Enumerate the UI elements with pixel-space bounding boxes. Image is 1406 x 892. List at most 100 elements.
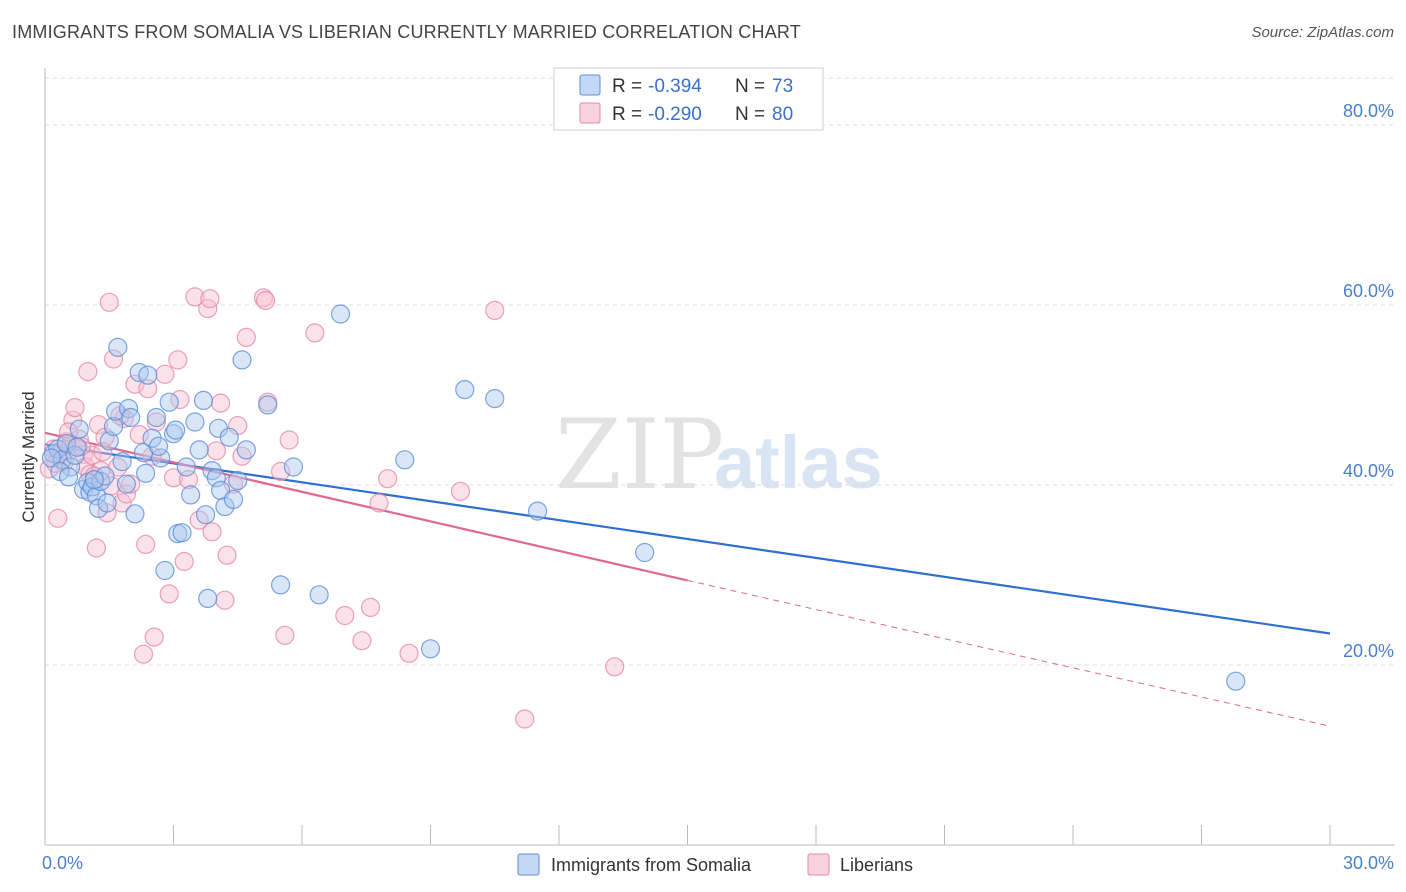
somalia-point: [527, 501, 548, 521]
y-axis-label: Currently Married: [19, 391, 38, 522]
somalia-point: [151, 448, 171, 468]
somalia-point: [112, 452, 132, 472]
y-tick-label: 40.0%: [1343, 461, 1394, 481]
legend-n-value-liberia: 80: [772, 104, 793, 125]
legend-n-label-liberia: N =: [735, 104, 765, 125]
liberia-point: [270, 461, 291, 482]
somalia-point: [99, 431, 119, 451]
liberia-point: [144, 627, 164, 647]
somalia-point: [172, 523, 192, 543]
legend-r-value-somalia: -0.394: [648, 76, 702, 97]
liberia-point: [217, 545, 237, 565]
grid-lines: [45, 77, 1395, 666]
somalia-point: [181, 485, 201, 505]
bottom-legend-label-liberia: Liberians: [840, 855, 913, 875]
liberia-point: [93, 442, 113, 462]
liberia-point: [279, 430, 299, 450]
liberia-point: [103, 349, 124, 369]
liberia-point: [159, 584, 179, 604]
somalia-point: [155, 560, 175, 581]
somalia-point: [283, 457, 304, 477]
liberia-point: [360, 597, 381, 618]
somalia-point: [196, 505, 216, 525]
liberia-point: [450, 481, 471, 501]
liberia-point: [174, 551, 194, 572]
somalia-point: [485, 389, 505, 409]
liberia-point: [189, 510, 209, 530]
somalia-point: [176, 457, 196, 477]
liberia-point: [69, 429, 89, 449]
liberia-point: [78, 362, 98, 382]
y-tick-labels: 20.0% 40.0% 60.0% 80.0%: [1343, 101, 1394, 661]
stats-legend: R = -0.394 N = 73 R = -0.290 N = 80: [553, 67, 824, 131]
somalia-point: [146, 407, 166, 428]
data-points: [39, 287, 1246, 729]
liberia-point: [378, 469, 398, 489]
somalia-point: [1226, 671, 1246, 691]
somalia-point: [185, 412, 205, 432]
legend-r-label-somalia: R =: [612, 76, 642, 97]
liberia-point: [133, 644, 154, 664]
liberia-point: [116, 484, 136, 504]
somalia-point: [65, 445, 85, 465]
liberia-point: [399, 643, 419, 663]
y-tick-label: 80.0%: [1343, 101, 1394, 121]
liberia-point: [211, 393, 231, 413]
legend-r-value-liberia: -0.290: [648, 104, 702, 125]
somalia-point: [108, 337, 128, 357]
liberia-point: [112, 493, 132, 513]
somalia-point: [219, 427, 239, 447]
liberia-point: [200, 289, 220, 309]
somalia-point: [420, 639, 441, 659]
somalia-point: [125, 504, 145, 524]
liberia-point: [485, 300, 505, 320]
somalia-point: [193, 390, 214, 410]
bottom-legend-swatch-liberia: [807, 853, 830, 876]
somalia-point: [95, 466, 115, 486]
liberia-point: [185, 287, 205, 307]
liberia-point: [97, 503, 117, 523]
somalia-point: [236, 440, 256, 460]
legend-swatch-somalia: [579, 74, 601, 96]
liberia-point: [202, 522, 222, 542]
legend-n-label-somalia: N =: [735, 76, 765, 97]
chart-title: IMMIGRANTS FROM SOMALIA VS LIBERIAN CURR…: [12, 22, 801, 42]
somalia-point: [635, 542, 655, 563]
legend-r-label-liberia: R =: [612, 104, 642, 125]
liberia-point: [129, 425, 149, 445]
somalia-point: [69, 419, 89, 439]
liberia-point: [253, 288, 274, 308]
liberia-point: [65, 398, 85, 418]
somalia-point: [228, 470, 248, 491]
somalia-point: [116, 474, 136, 494]
liberia-point: [275, 625, 295, 645]
somalia-point: [455, 380, 475, 400]
liberia-point: [605, 657, 625, 677]
somalia-point: [258, 395, 278, 415]
liberia-point: [86, 538, 107, 558]
somalia-point: [136, 463, 156, 483]
somalia-point: [58, 467, 79, 487]
liberia-point: [48, 508, 68, 528]
legend-swatch-liberia: [579, 102, 601, 124]
liberia-point: [335, 605, 355, 626]
watermark-atlas: atlas: [714, 421, 883, 504]
somalia-point: [223, 489, 244, 509]
liberia-point: [215, 590, 235, 610]
watermark-zip: ZIP: [555, 399, 724, 511]
somalia-point: [84, 470, 104, 490]
somalia-point: [159, 392, 179, 412]
liberia-point: [88, 415, 109, 435]
somalia-trend-line: [44, 443, 1331, 635]
liberia-point: [255, 290, 276, 311]
somalia-point: [97, 493, 117, 513]
liberia-point: [155, 364, 175, 384]
series-legend: Immigrants from Somalia Liberians: [517, 853, 913, 876]
somalia-point: [395, 450, 415, 470]
x-tick-label: 0.0%: [42, 853, 83, 873]
somalia-point: [103, 416, 124, 437]
somalia-point: [67, 437, 87, 457]
liberia-point: [236, 327, 256, 347]
liberia-point: [146, 412, 166, 432]
